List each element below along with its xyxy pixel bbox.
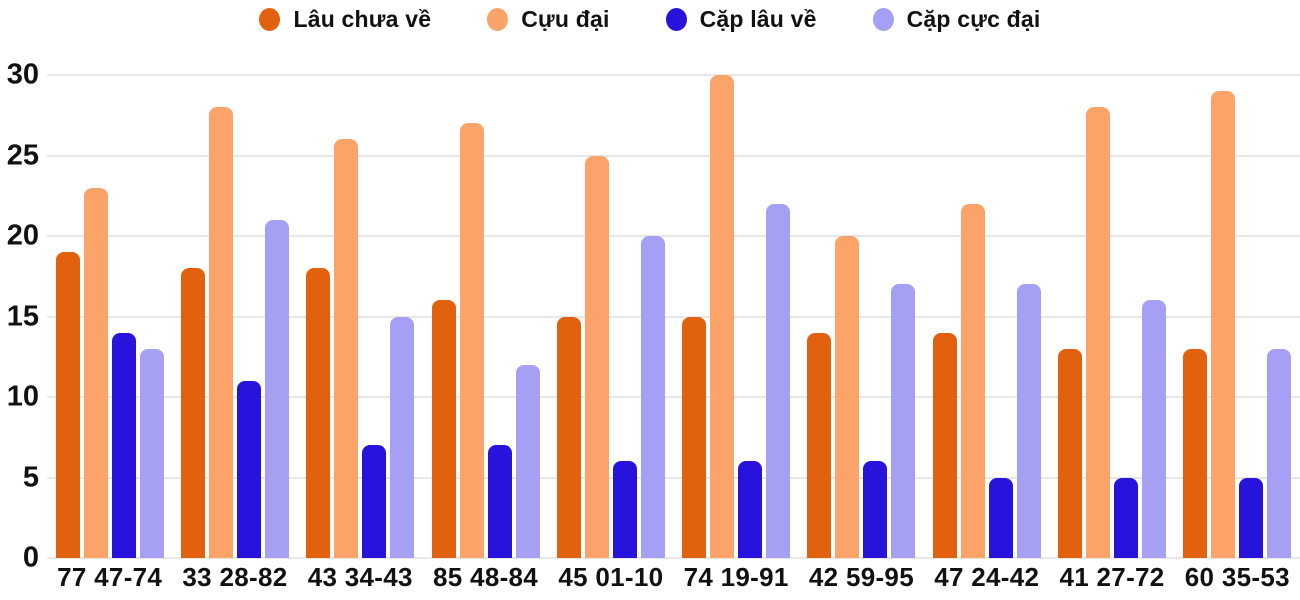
bar-series-1-cat-3[interactable] xyxy=(459,123,484,558)
bar-series-1-cat-5[interactable] xyxy=(710,75,735,558)
gridline-y-15 xyxy=(47,315,1300,318)
bar-series-0-cat-8[interactable] xyxy=(1058,348,1083,558)
bar-series-0-cat-0[interactable] xyxy=(55,252,80,558)
bar-series-2-cat-2[interactable] xyxy=(362,445,387,558)
bar-series-0-cat-4[interactable] xyxy=(556,316,581,558)
gridline-y-30 xyxy=(47,74,1300,76)
bar-series-2-cat-1[interactable] xyxy=(236,380,261,558)
plot-area: 0 5 10 15 20 25 30 xyxy=(7,60,1300,572)
bar-series-1-cat-0[interactable] xyxy=(83,187,108,558)
x-axis: 77 47-74 33 28-82 43 34-43 85 48-84 45 01-10… xyxy=(47,562,1300,593)
bar-group-8 xyxy=(1049,75,1174,558)
bar-series-3-cat-7[interactable] xyxy=(1016,284,1041,558)
legend-dot-icon xyxy=(665,8,687,31)
legend-label: Lâu chưa về xyxy=(293,6,432,32)
bar-series-1-cat-9[interactable] xyxy=(1211,91,1236,558)
chart-legend: Lâu chưa về Cựu đại Cặp lâu về Cặp cực đại xyxy=(0,6,1300,33)
x-tick-label: 42 59-95 xyxy=(808,562,914,592)
x-tick-label: 47 24-42 xyxy=(934,562,1040,592)
gridline-y-20 xyxy=(47,235,1300,237)
legend-label: Cặp lâu về xyxy=(699,6,817,32)
legend-label: Cựu đại xyxy=(521,6,610,32)
bar-series-2-cat-7[interactable] xyxy=(988,477,1013,558)
y-tick-label: 30 xyxy=(6,58,39,91)
bar-series-0-cat-3[interactable] xyxy=(431,300,456,558)
y-tick-label: 10 xyxy=(6,380,39,413)
y-tick-label: 5 xyxy=(22,461,39,493)
bar-series-0-cat-2[interactable] xyxy=(306,268,331,558)
bar-group-7 xyxy=(924,75,1049,558)
legend-item-series-3[interactable]: Cặp cực đại xyxy=(872,6,1041,33)
bar-series-0-cat-7[interactable] xyxy=(932,332,957,558)
gridline-y-25 xyxy=(47,154,1300,157)
bar-series-1-cat-6[interactable] xyxy=(835,236,860,558)
bar-series-2-cat-3[interactable] xyxy=(487,445,512,558)
bar-series-1-cat-8[interactable] xyxy=(1086,107,1111,558)
x-tick-label: 41 27-72 xyxy=(1059,562,1165,592)
y-tick-label: 25 xyxy=(6,139,39,171)
x-tick-label: 33 28-82 xyxy=(182,562,288,592)
bar-series-3-cat-3[interactable] xyxy=(515,364,540,558)
legend-dot-icon xyxy=(259,8,281,31)
y-tick-label: 20 xyxy=(6,219,39,252)
bar-series-2-cat-0[interactable] xyxy=(111,332,136,558)
bar-group-6 xyxy=(799,75,924,558)
x-tick-label: 43 34-43 xyxy=(307,562,413,592)
bar-group-3 xyxy=(423,75,548,558)
legend-item-series-2[interactable]: Cặp lâu về xyxy=(665,6,817,33)
bar-series-2-cat-8[interactable] xyxy=(1114,477,1139,558)
bar-series-3-cat-4[interactable] xyxy=(640,236,665,558)
bar-group-5 xyxy=(673,75,798,558)
bars-row xyxy=(47,75,1300,558)
gridline-y-10 xyxy=(47,396,1300,398)
gridline-y-5 xyxy=(47,476,1300,479)
bar-series-0-cat-9[interactable] xyxy=(1183,348,1208,558)
bar-series-3-cat-0[interactable] xyxy=(139,348,164,558)
bar-series-0-cat-5[interactable] xyxy=(682,316,707,558)
bar-series-2-cat-6[interactable] xyxy=(863,461,888,558)
bar-group-9 xyxy=(1175,75,1300,558)
bar-series-3-cat-5[interactable] xyxy=(766,203,791,558)
bar-series-1-cat-4[interactable] xyxy=(584,155,609,558)
legend-dot-icon xyxy=(872,8,894,31)
bar-series-3-cat-9[interactable] xyxy=(1267,348,1292,558)
bar-series-1-cat-7[interactable] xyxy=(960,203,985,558)
legend-item-series-1[interactable]: Cựu đại xyxy=(487,6,609,33)
bar-group-0 xyxy=(47,75,172,558)
bar-series-3-cat-1[interactable] xyxy=(264,219,289,558)
x-tick-label: 85 48-84 xyxy=(433,562,539,592)
x-tick-label: 45 01-10 xyxy=(558,562,664,592)
legend-dot-icon xyxy=(487,8,509,31)
bar-series-2-cat-4[interactable] xyxy=(612,461,637,558)
legend-label: Cặp cực đại xyxy=(906,6,1041,32)
y-tick-label: 0 xyxy=(22,541,39,574)
bar-group-4 xyxy=(548,75,673,558)
y-tick-label: 15 xyxy=(6,300,39,332)
bar-series-3-cat-2[interactable] xyxy=(390,316,415,558)
bar-series-3-cat-8[interactable] xyxy=(1142,300,1167,558)
bar-series-2-cat-9[interactable] xyxy=(1239,477,1264,558)
bar-group-2 xyxy=(298,75,423,558)
x-tick-label: 60 35-53 xyxy=(1184,562,1290,592)
bar-group-1 xyxy=(172,75,297,558)
bar-series-2-cat-5[interactable] xyxy=(738,461,763,558)
legend-item-series-0[interactable]: Lâu chưa về xyxy=(259,6,431,33)
bar-series-1-cat-1[interactable] xyxy=(208,107,233,558)
bar-series-0-cat-6[interactable] xyxy=(807,332,832,558)
x-tick-label: 77 47-74 xyxy=(57,562,163,592)
bar-series-1-cat-2[interactable] xyxy=(334,139,359,558)
gridline-y-0 xyxy=(47,557,1300,559)
x-tick-label: 74 19-91 xyxy=(683,562,789,592)
bar-series-0-cat-1[interactable] xyxy=(180,268,205,558)
bar-series-3-cat-6[interactable] xyxy=(891,284,916,558)
